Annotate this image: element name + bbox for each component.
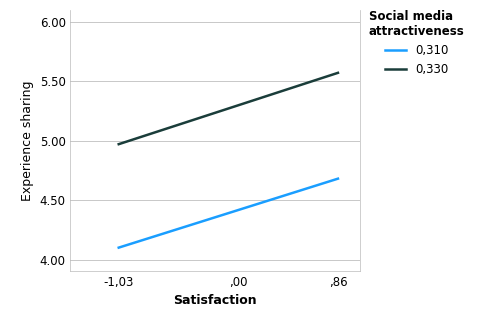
Line: 0,310: 0,310 xyxy=(118,179,338,248)
Legend: 0,310, 0,330: 0,310, 0,330 xyxy=(369,10,464,76)
Line: 0,330: 0,330 xyxy=(118,73,338,144)
0,330 xyxy=(116,142,121,146)
0,310 xyxy=(116,246,121,250)
0,310 xyxy=(335,177,341,181)
X-axis label: Satisfaction: Satisfaction xyxy=(173,294,257,307)
0,330 xyxy=(335,71,341,75)
Y-axis label: Experience sharing: Experience sharing xyxy=(22,80,35,201)
